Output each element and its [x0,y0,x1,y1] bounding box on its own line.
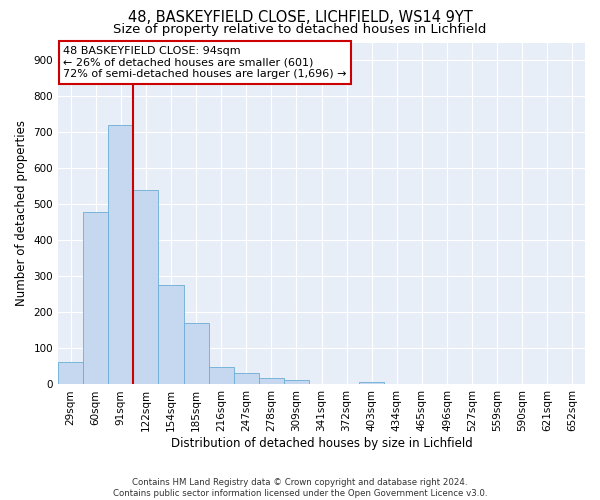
Bar [259,378,284,384]
Bar [83,212,108,384]
Text: 48 BASKEYFIELD CLOSE: 94sqm
← 26% of detached houses are smaller (601)
72% of se: 48 BASKEYFIELD CLOSE: 94sqm ← 26% of det… [64,46,347,79]
Bar [184,324,209,384]
Bar [209,367,233,384]
Bar [359,382,384,384]
Bar [133,190,158,384]
Bar [284,380,309,384]
X-axis label: Distribution of detached houses by size in Lichfield: Distribution of detached houses by size … [170,437,472,450]
Bar [58,362,83,384]
Bar [158,286,184,384]
Text: 48, BASKEYFIELD CLOSE, LICHFIELD, WS14 9YT: 48, BASKEYFIELD CLOSE, LICHFIELD, WS14 9… [128,10,472,25]
Bar [233,372,259,384]
Bar [108,126,133,384]
Text: Size of property relative to detached houses in Lichfield: Size of property relative to detached ho… [113,22,487,36]
Y-axis label: Number of detached properties: Number of detached properties [15,120,28,306]
Text: Contains HM Land Registry data © Crown copyright and database right 2024.
Contai: Contains HM Land Registry data © Crown c… [113,478,487,498]
